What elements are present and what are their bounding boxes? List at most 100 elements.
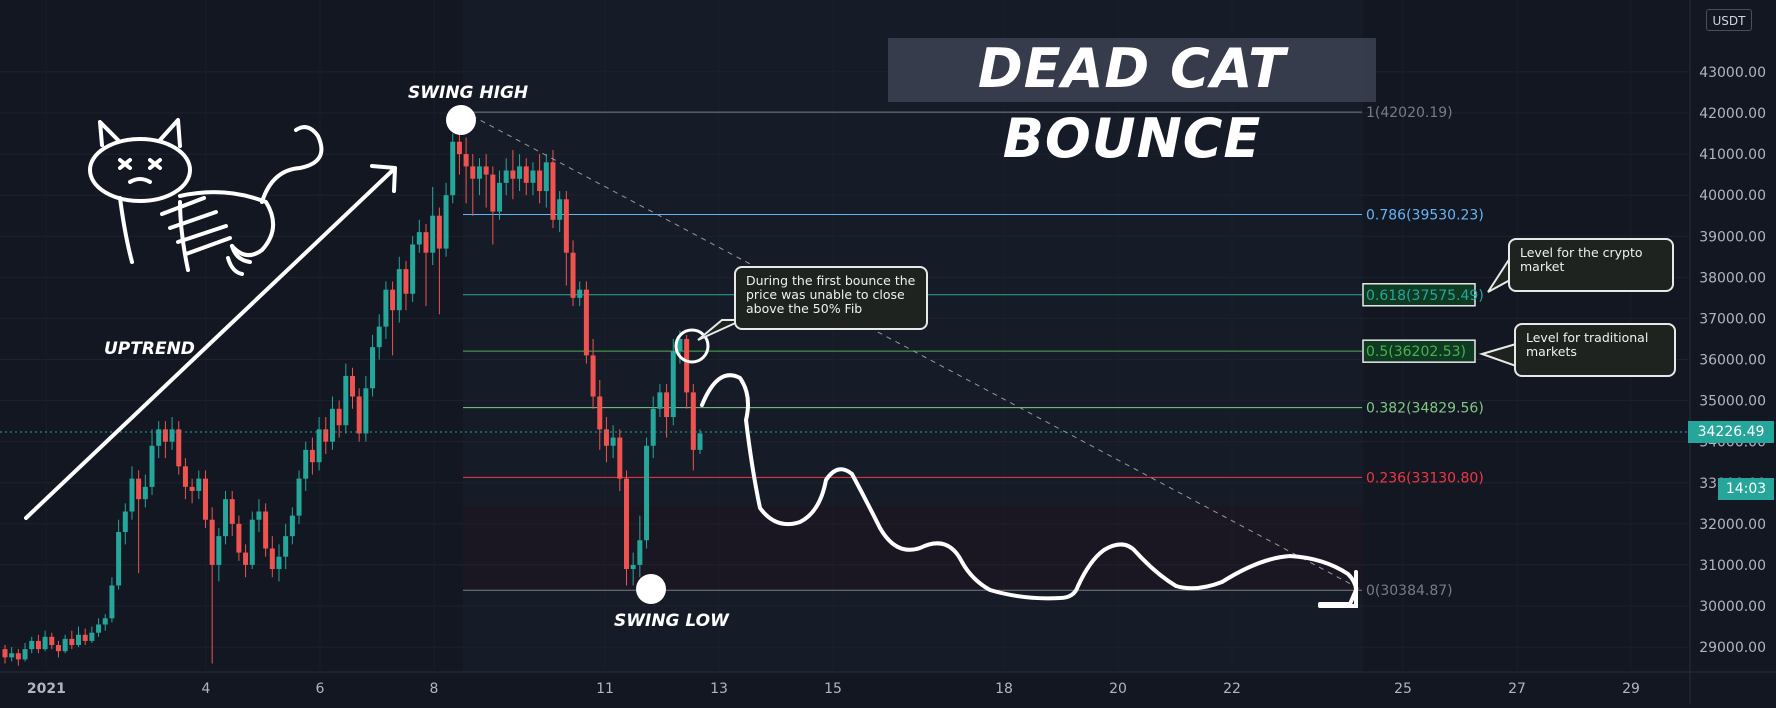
candle-body [35, 640, 41, 650]
candle-body [443, 195, 449, 249]
candle-body [610, 437, 616, 446]
y-tick-label: 31000.00 [1699, 558, 1766, 574]
currency-button[interactable]: USDT [1706, 9, 1752, 31]
candle-body [136, 478, 142, 500]
candle-body [243, 552, 249, 565]
candle-body [463, 154, 469, 167]
candle-body [202, 478, 208, 520]
candle-body [96, 624, 102, 633]
candle-body [396, 269, 402, 311]
candle-body [644, 445, 650, 541]
callout-crypto: Level for the crypto market [1508, 238, 1674, 292]
candle-body [363, 388, 369, 434]
candle-body [49, 636, 55, 646]
candle-body [116, 532, 122, 586]
candle-body [223, 499, 229, 537]
candle-body [142, 486, 148, 500]
x-tick-label: 15 [824, 681, 842, 697]
y-tick-label: 42000.00 [1699, 106, 1766, 122]
candle-body [156, 429, 162, 446]
fib-label: 0.5(36202.53) [1366, 344, 1466, 360]
candle-body [476, 166, 482, 179]
candle-body [423, 232, 429, 253]
uptrend-arrow [24, 164, 397, 520]
candle-body [316, 429, 322, 463]
fib-label: 0.786(39530.23) [1366, 207, 1484, 223]
swing-high-label: SWING HIGH [408, 83, 529, 103]
candle-body [543, 162, 549, 192]
candles [2, 113, 703, 666]
x-tick-label: 18 [995, 681, 1013, 697]
candle-body [657, 392, 663, 409]
price-axis-ticks: 29000.0030000.0031000.0032000.0033000.00… [1699, 65, 1766, 656]
candle-body [490, 174, 496, 212]
candle-body [149, 445, 155, 487]
y-tick-label: 35000.00 [1699, 394, 1766, 410]
y-tick-label: 37000.00 [1699, 311, 1766, 327]
x-tick-label: 25 [1394, 681, 1412, 697]
candle-body [410, 244, 416, 294]
x-tick-label: 4 [202, 681, 211, 697]
y-tick-label: 38000.00 [1699, 270, 1766, 286]
candle-body [42, 636, 48, 650]
candle-body [590, 355, 596, 397]
candle-body [537, 170, 543, 192]
candle-body [249, 519, 255, 565]
candle-body [129, 478, 135, 512]
candle-body [497, 182, 503, 212]
time-axis-ticks: 2021 4 6 8 11 13 15 18 20 22 25 27 29 [27, 681, 1640, 697]
x-tick-label: 13 [710, 681, 728, 697]
fib-label: 0(30384.87) [1366, 583, 1453, 599]
y-tick-label: 40000.00 [1699, 188, 1766, 204]
candle-body [563, 199, 569, 253]
candle-body [336, 408, 342, 426]
candle-body [523, 166, 529, 183]
candle-body [196, 478, 202, 491]
projection-path [700, 373, 1358, 606]
candle-body [329, 408, 335, 442]
fib-label: 0.236(33130.80) [1366, 470, 1484, 486]
candle-body [530, 170, 536, 183]
candle-body [216, 536, 222, 565]
x-tick-label: 20 [1109, 681, 1127, 697]
chart-title: DEAD CAT BOUNCE [977, 37, 1287, 170]
fib-label: 1(42020.19) [1366, 105, 1453, 121]
x-tick-label: 22 [1223, 681, 1241, 697]
candle-body [276, 556, 282, 570]
candle-body [236, 523, 242, 553]
swing-low-label: SWING LOW [614, 611, 729, 631]
candle-body [29, 640, 35, 650]
x-tick-label: 6 [316, 681, 325, 697]
candle-body [289, 515, 295, 537]
fib-label-box [1362, 339, 1476, 363]
candle-body [343, 375, 349, 426]
y-tick-label: 43000.00 [1699, 65, 1766, 81]
x-tick-label: 27 [1508, 681, 1526, 697]
candle-body [603, 429, 609, 446]
candle-body [450, 141, 456, 196]
candle-body [664, 392, 670, 418]
candle-body [89, 632, 95, 641]
candle-body [630, 564, 636, 570]
candle-body [102, 618, 108, 625]
candle-body [229, 499, 235, 524]
candle-body [697, 433, 703, 450]
candle-body [517, 166, 523, 179]
candle-body [483, 166, 489, 175]
candle-body [62, 638, 68, 652]
candle-body [470, 166, 476, 179]
candle-body [82, 634, 88, 641]
x-tick-label: 29 [1622, 681, 1640, 697]
bounce-highlight-circle [674, 328, 710, 364]
y-tick-label: 39000.00 [1699, 229, 1766, 245]
candle-body [2, 649, 8, 658]
projection-arrow-head [1318, 570, 1358, 608]
callout-bounce: During the first bounce the price was un… [734, 266, 928, 330]
candle-body [623, 478, 629, 570]
callout-bounce-pointer [697, 319, 743, 341]
candle-body [296, 478, 302, 516]
candle-body [69, 638, 75, 646]
title-background [888, 38, 1376, 102]
y-tick-label: 41000.00 [1699, 147, 1766, 163]
